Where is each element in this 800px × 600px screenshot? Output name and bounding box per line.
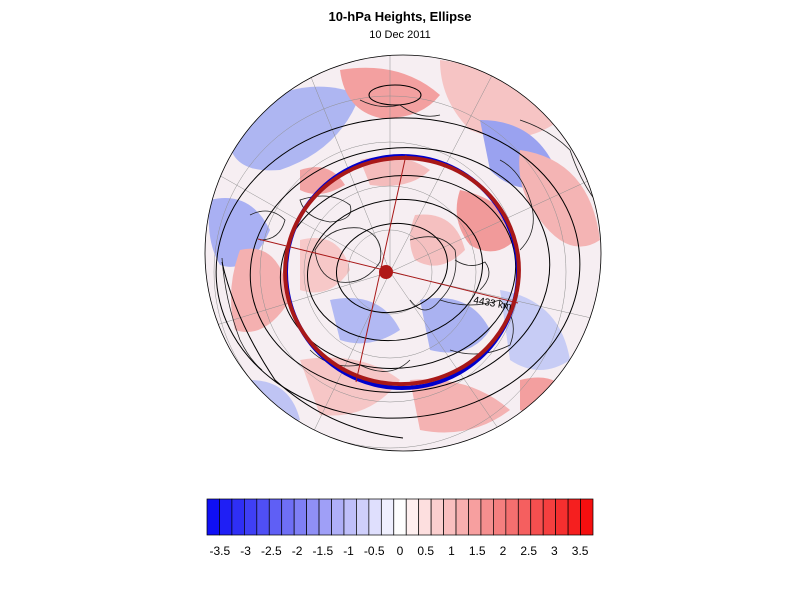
colorbar-swatch <box>306 498 320 536</box>
ellipse-center-marker <box>379 265 393 279</box>
colorbar-swatch <box>530 498 544 536</box>
map-border <box>204 54 602 452</box>
colorbar-swatch <box>219 498 233 536</box>
chart-title: 10-hPa Heights, Ellipse <box>328 9 472 24</box>
colorbar-swatch <box>244 498 258 536</box>
anomaly-patch <box>300 167 345 194</box>
colorbar-swatch <box>542 498 556 536</box>
anomaly-patch <box>456 190 515 252</box>
coastline <box>299 195 352 223</box>
colorbar-tick-label: 1.5 <box>469 544 486 558</box>
vortex-ellipse <box>257 154 521 387</box>
colorbar-swatch <box>567 498 581 536</box>
colorbar-swatch <box>318 498 332 536</box>
height-contour <box>306 198 484 342</box>
anomaly-patch <box>519 150 600 247</box>
anomaly-patch <box>440 60 560 138</box>
colorbar-tick-label: -2 <box>292 544 303 558</box>
coastline <box>221 257 263 371</box>
colorbar-tick-label: 3.5 <box>572 544 589 558</box>
coastline <box>454 259 490 291</box>
colorbar-swatch <box>580 498 594 536</box>
colorbar-swatch <box>443 498 457 536</box>
meridian <box>205 271 391 331</box>
colorbar-swatch <box>517 498 532 536</box>
colorbar-swatch <box>256 498 270 536</box>
colorbar-swatch <box>380 498 395 536</box>
height-contour <box>221 261 404 439</box>
chart-subtitle: 10 Dec 2011 <box>369 29 431 41</box>
coastline <box>499 159 534 251</box>
colorbar-tick-label: 1 <box>448 544 455 558</box>
anomaly-patch <box>231 248 290 332</box>
colorbar-swatch <box>505 498 519 536</box>
colorbar-tick-label: -0.5 <box>364 544 385 558</box>
height-contour <box>335 222 449 314</box>
colorbar-swatch <box>343 498 357 536</box>
colorbar-tick-label: -1 <box>343 544 354 558</box>
colorbar-swatch <box>455 498 469 536</box>
colorbar-swatch <box>468 498 482 536</box>
anomaly-patch <box>360 156 430 186</box>
colorbar-swatch <box>555 498 569 536</box>
colorbar-swatch <box>331 498 345 536</box>
coastline <box>314 227 382 283</box>
colorbar-tick-label: 0 <box>397 544 404 558</box>
colorbar-tick-label: -3 <box>240 544 251 558</box>
colorbar-swatch <box>493 498 507 536</box>
colorbar-swatch <box>281 498 295 536</box>
anomaly-patch <box>410 379 510 433</box>
colorbar-tick-label: 0.5 <box>417 544 434 558</box>
height-contour <box>215 117 581 419</box>
colorbar-tick-label: 3 <box>551 544 558 558</box>
colorbar-swatch <box>268 498 283 536</box>
colorbar-swatch <box>206 498 220 536</box>
meridian <box>389 179 591 273</box>
coastline <box>249 210 286 241</box>
colorbar-swatch <box>293 498 307 536</box>
colorbar-tick-label: -2.5 <box>261 544 282 558</box>
coastline <box>519 119 596 201</box>
height-contour <box>249 147 551 393</box>
meridian <box>299 55 391 273</box>
colorbar-swatch <box>393 498 407 536</box>
anomaly-patch <box>410 214 465 266</box>
colorbar-swatch <box>480 498 494 536</box>
colorbar-tick-label: -3.5 <box>210 544 231 558</box>
anomaly-patch <box>420 298 490 353</box>
colorbar-swatch <box>430 498 444 536</box>
anomaly-patch <box>500 290 570 370</box>
colorbar-swatch <box>418 498 432 536</box>
height-contours <box>215 84 581 439</box>
colorbar-swatch <box>405 498 420 536</box>
colorbar-tick-label: 2.5 <box>520 544 537 558</box>
colorbar-swatch <box>368 498 382 536</box>
height-contour <box>368 84 422 106</box>
colorbar-tick-label: 2 <box>500 544 507 558</box>
colorbar-swatch <box>231 498 245 536</box>
colorbar-swatch <box>356 498 370 536</box>
fitted-ellipse <box>283 155 521 387</box>
colorbar-tick-label: -1.5 <box>312 544 333 558</box>
